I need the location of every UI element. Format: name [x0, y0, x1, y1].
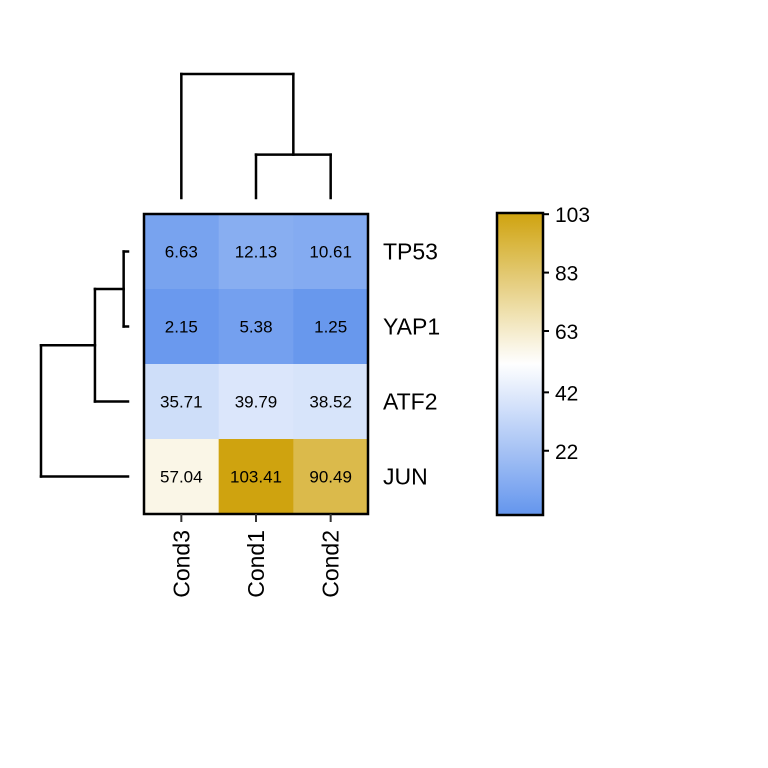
- cell-value-label: 35.71: [160, 393, 203, 412]
- column-label: Cond2: [318, 530, 344, 598]
- heatmap-cell: [144, 289, 220, 365]
- cell-value-label: 90.49: [309, 468, 352, 487]
- row-label: YAP1: [383, 314, 440, 340]
- cell-value-label: 2.15: [165, 318, 198, 337]
- cell-value-label: 103.41: [230, 468, 282, 487]
- colorbar-tick-label: 103: [555, 204, 590, 227]
- cell-value-label: 38.52: [309, 393, 352, 412]
- cell-value-label: 5.38: [239, 318, 272, 337]
- heatmap-cell: [218, 439, 294, 515]
- column-labels: Cond3 Cond1 Cond2: [168, 514, 344, 598]
- heatmap-cell: [218, 289, 294, 365]
- row-label: ATF2: [383, 389, 438, 415]
- column-dendrogram: [180, 72, 332, 200]
- colorbar-tick-label: 63: [555, 321, 578, 344]
- row-labels: TP53 YAP1 ATF2 JUN: [383, 239, 440, 490]
- heatmap-cell: [144, 214, 220, 290]
- column-label: Cond3: [168, 530, 194, 598]
- cell-value-label: 57.04: [160, 468, 203, 487]
- colorbar: 22 42 63 83 103: [495, 204, 590, 517]
- heatmap-cell: [144, 439, 220, 515]
- cell-value-label: 39.79: [235, 393, 278, 412]
- heatmap-cell: [293, 364, 369, 440]
- heatmap-cell: [293, 214, 369, 290]
- heatmap-cell: [293, 439, 369, 515]
- cell-value-label: 1.25: [314, 318, 347, 337]
- column-label: Cond1: [243, 530, 269, 598]
- cell-value-label: 12.13: [235, 243, 278, 262]
- row-label: JUN: [383, 464, 428, 490]
- colorbar-gradient: [495, 211, 545, 517]
- heatmap-cell: [218, 364, 294, 440]
- cell-value-label: 6.63: [165, 243, 198, 262]
- heatmap-cell: [218, 214, 294, 290]
- colorbar-tick-label: 42: [555, 382, 578, 405]
- heatmap-cells: 6.63 12.13 10.61 2.15 5.38 1.25 35.71 39.79 38.5…: [144, 214, 369, 515]
- row-dendrogram: [39, 250, 130, 478]
- heatmap-cell: [144, 364, 220, 440]
- cell-value-label: 10.61: [309, 243, 352, 262]
- colorbar-tick-label: 83: [555, 263, 578, 286]
- row-label: TP53: [383, 239, 438, 265]
- heatmap-cell: [293, 289, 369, 365]
- colorbar-tick-label: 22: [555, 441, 578, 464]
